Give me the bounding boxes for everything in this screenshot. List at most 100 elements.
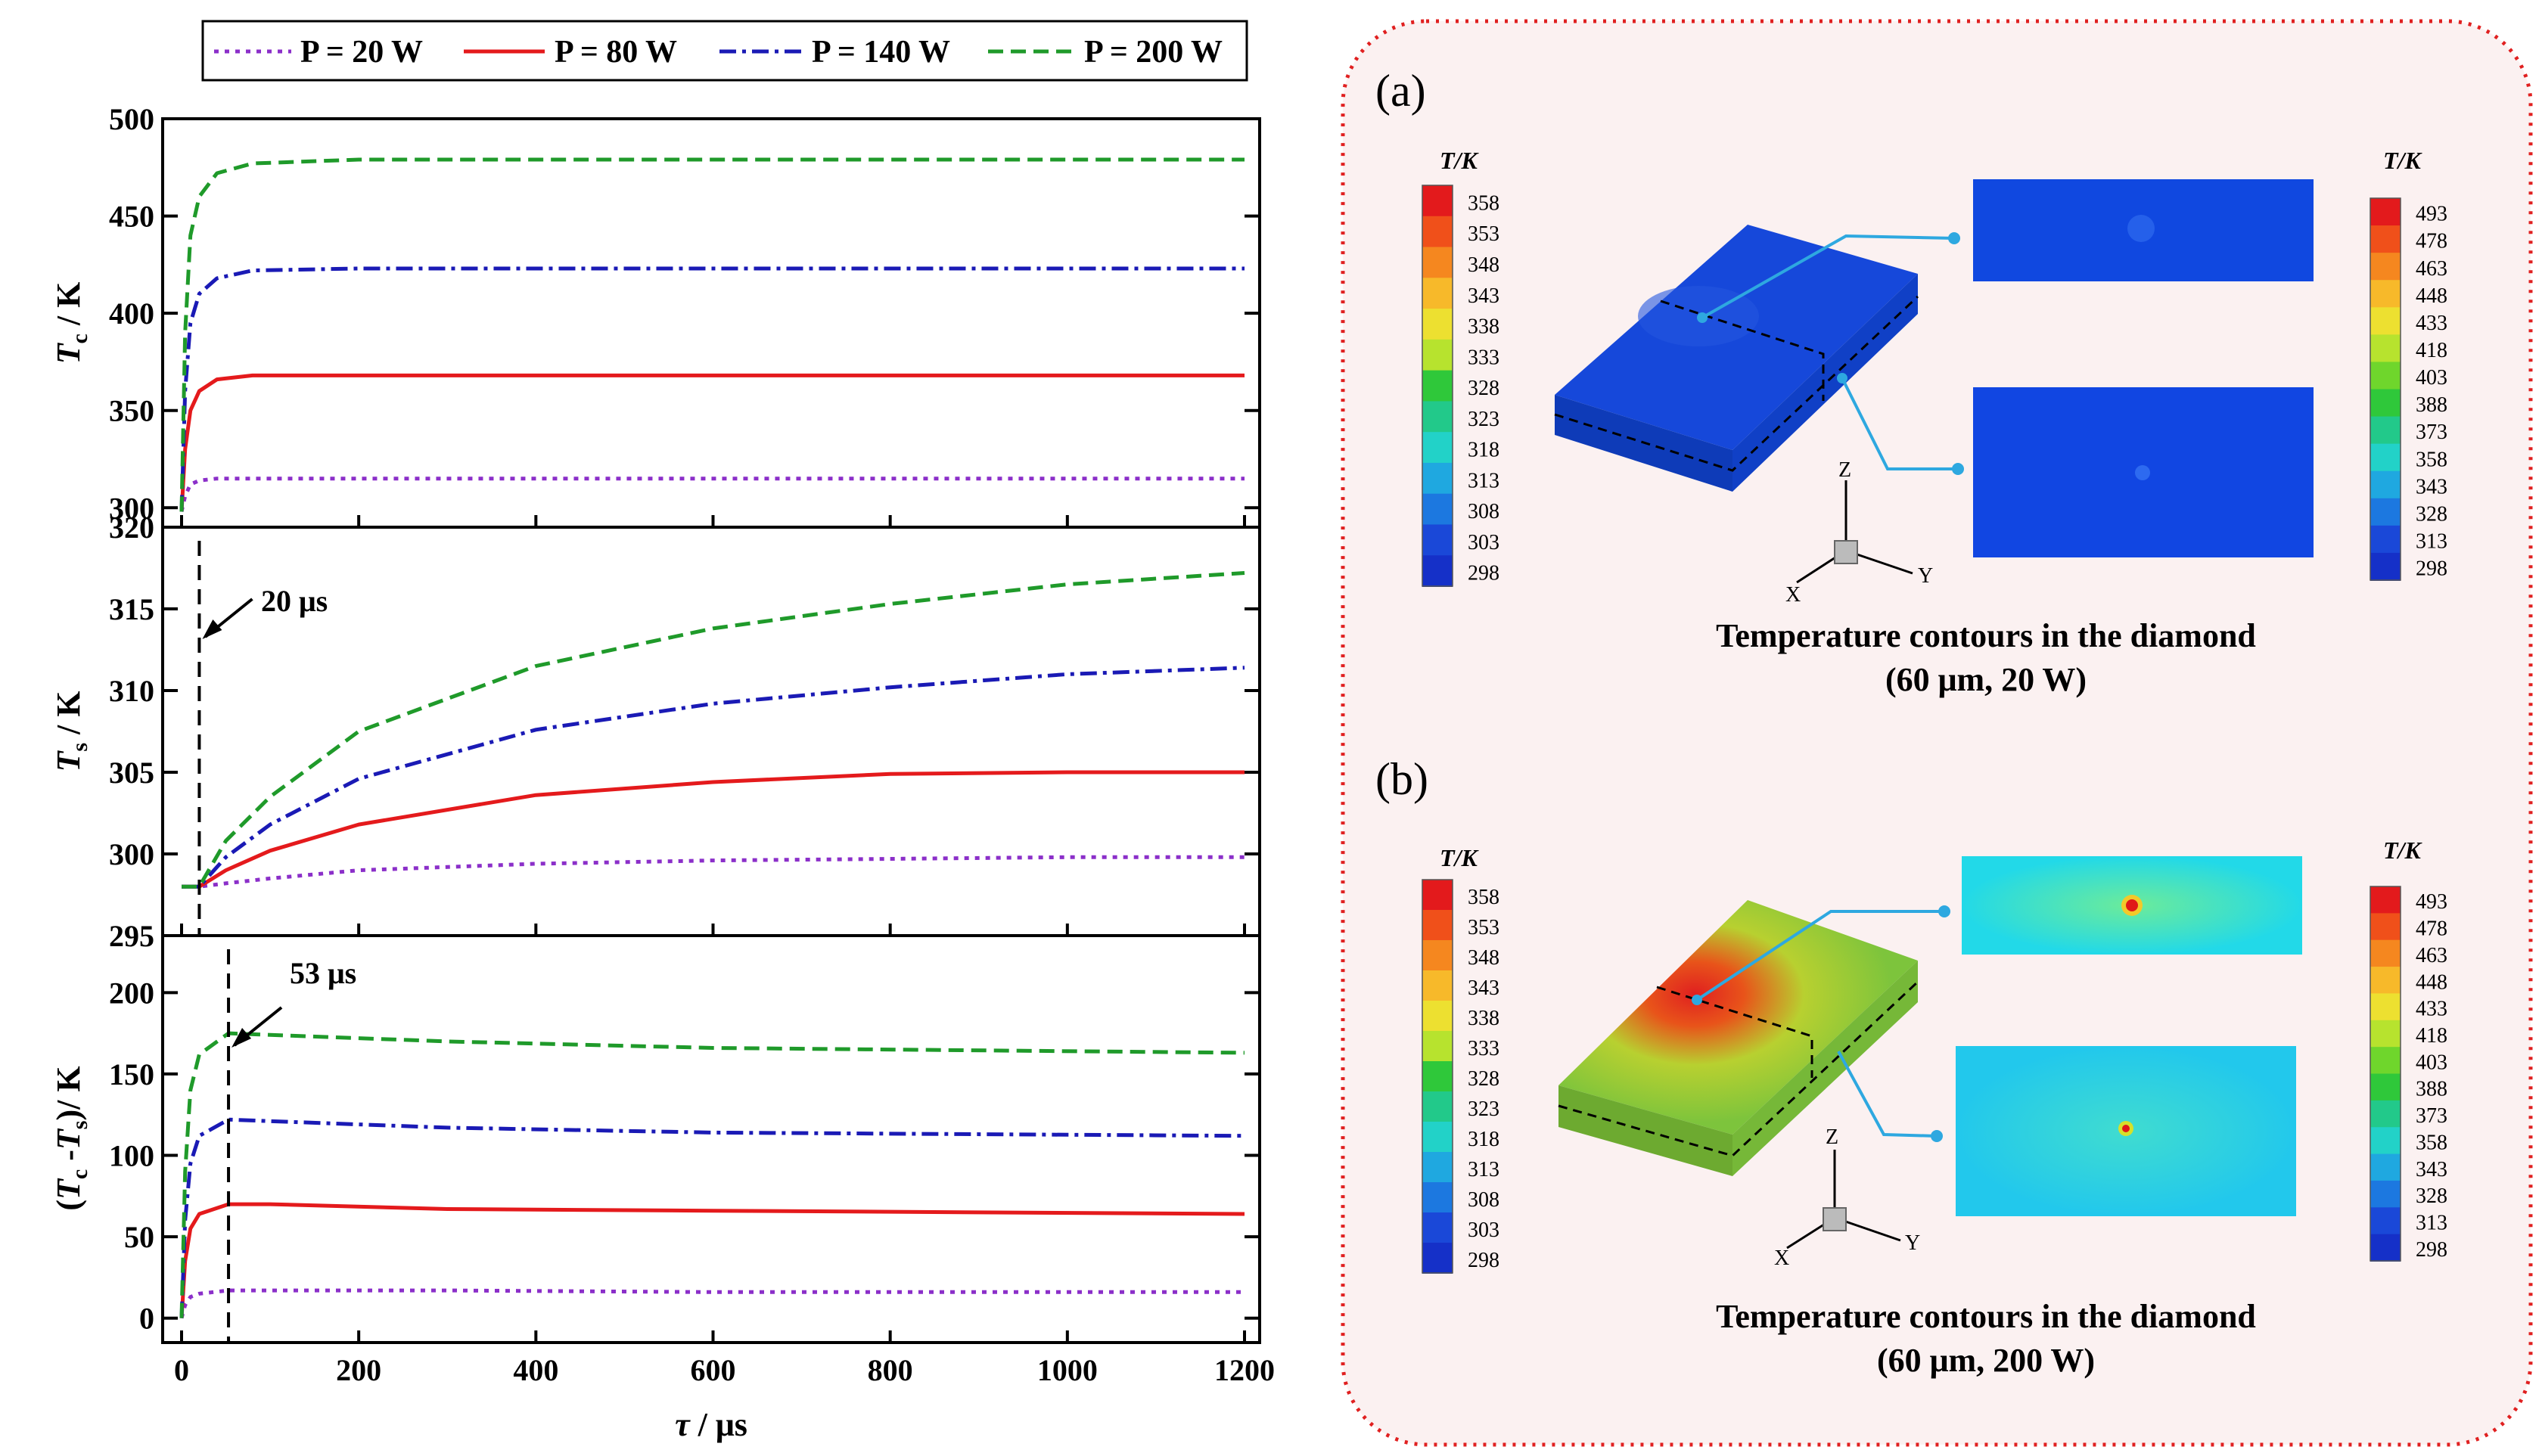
colorbar-swatch xyxy=(2370,253,2401,281)
colorbar-swatch xyxy=(1422,493,1453,526)
xlabel: τ / μs xyxy=(675,1406,747,1443)
colorbar-label: 388 xyxy=(2416,1078,2447,1101)
leader-a-1-dot xyxy=(1948,232,1960,244)
block-a-side xyxy=(1732,274,1918,492)
colorbar-label: 358 xyxy=(2416,448,2447,471)
colorbar-swatch xyxy=(2370,993,2401,1021)
colorbar-label: 493 xyxy=(2416,203,2447,226)
colorbar-label: 318 xyxy=(1468,439,1499,462)
leader-b-1 xyxy=(1695,910,1944,1001)
colorbar-swatch xyxy=(1422,432,1453,464)
colorbar-label: 463 xyxy=(2416,944,2447,967)
colorbar-label: 403 xyxy=(2416,366,2447,390)
svg-text:Y: Y xyxy=(1918,564,1933,588)
y-tick-label: 300 xyxy=(109,491,154,525)
colorbar-label: 328 xyxy=(1468,377,1499,400)
series-line-Ts-1 xyxy=(182,770,1245,889)
colorbar-swatch xyxy=(2370,1073,2401,1101)
colorbar-label: 343 xyxy=(1468,284,1499,308)
panel-b-label: (b) xyxy=(1375,754,1428,804)
colorbar-swatch xyxy=(2370,498,2401,526)
colorbar-swatch xyxy=(1422,1031,1453,1062)
colorbar-swatch xyxy=(1422,278,1453,310)
svg-text:Z: Z xyxy=(1838,458,1851,482)
leader-a-1 xyxy=(1701,234,1955,319)
colorbar-label: 343 xyxy=(2416,1158,2447,1181)
section-a-top-spot xyxy=(2127,215,2155,242)
leader-a-2 xyxy=(1841,377,1958,470)
colorbar-label: 333 xyxy=(1468,1037,1499,1060)
section-b-bottom-spot xyxy=(2122,1125,2130,1132)
colorbar-swatch xyxy=(2370,913,2401,941)
scale-b-right-title: T/K xyxy=(2383,837,2422,864)
colorbar-swatch xyxy=(2370,525,2401,554)
colorbar-label: 358 xyxy=(2416,1131,2447,1154)
colorbar-label: 418 xyxy=(2416,339,2447,362)
y-tick-label: 200 xyxy=(109,976,154,1010)
colorbar-label: 338 xyxy=(1468,1007,1499,1030)
colorbar-swatch xyxy=(2370,967,2401,995)
contour-panel-a: (a) T/K 358 353 348 343 338 333 328 323 318 313 30… xyxy=(1375,66,2447,698)
colorbar-swatch xyxy=(1422,185,1453,217)
colorbar-swatch xyxy=(1422,401,1453,433)
colorbar-label: 388 xyxy=(2416,393,2447,417)
colorbar-swatch xyxy=(2370,198,2401,227)
colorbar-label: 433 xyxy=(2416,998,2447,1021)
colorbar-swatch xyxy=(2370,1180,2401,1209)
svg-text:Z: Z xyxy=(1826,1125,1838,1149)
caption-a-line1: Temperature contours in the diamond xyxy=(1716,617,2256,654)
colorbar-label: 348 xyxy=(1468,946,1499,970)
y-tick-label: 50 xyxy=(124,1220,154,1254)
colorbar-label: 338 xyxy=(1468,315,1499,339)
y-tick-label: 100 xyxy=(109,1139,154,1173)
colorbar-label: 323 xyxy=(1468,408,1499,431)
colorbar-label: 333 xyxy=(1468,346,1499,369)
y-tick-label: 150 xyxy=(109,1057,154,1091)
annotation-arrowhead xyxy=(202,619,222,639)
series-line-Tc-3 xyxy=(179,157,1245,512)
x-tick-label: 0 xyxy=(174,1353,189,1387)
colorbar-swatch xyxy=(1422,1001,1453,1032)
legend-label-80w: P = 80 W xyxy=(555,35,677,70)
x-tick-label: 600 xyxy=(691,1353,736,1387)
block-b-cut-x xyxy=(1656,986,1813,1078)
colorbar-swatch xyxy=(1422,1152,1453,1183)
caption-b-line2: (60 μm, 200 W) xyxy=(1877,1342,2095,1379)
colorbar-swatch xyxy=(2370,939,2401,968)
colorbar-swatch xyxy=(2370,1100,2401,1128)
colorbar-swatch xyxy=(1422,910,1453,941)
block-b-front xyxy=(1558,1085,1732,1176)
annotations: 20 μs 53 μs xyxy=(197,541,356,1343)
colorbar-b-right: 493 478 463 448 433 418 403 388 373 358 343 328 313 2… xyxy=(2370,886,2447,1262)
contour-panel-frame xyxy=(1341,19,2533,1447)
colorbar-swatch xyxy=(2370,389,2401,418)
legend-label-200w: P = 200 W xyxy=(1084,35,1223,70)
legend: P = 20 W P = 80 W P = 140 W P = 200 W xyxy=(201,20,1248,82)
colorbar-swatch xyxy=(2370,225,2401,254)
y-tick-label: 295 xyxy=(109,919,154,953)
colorbar-swatch xyxy=(2370,1234,2401,1262)
colorbar-swatch xyxy=(2370,1153,2401,1181)
series-line-dT-2 xyxy=(179,1117,1245,1318)
colorbar-label: 313 xyxy=(1468,1158,1499,1181)
colorbar-label: 298 xyxy=(2416,1238,2447,1262)
colorbar-swatch xyxy=(1422,1212,1453,1243)
colorbar-label: 358 xyxy=(1468,886,1499,909)
scale-b-left-title: T/K xyxy=(1440,844,1479,871)
y-tick-label: 300 xyxy=(109,837,154,871)
series-line-Ts-0 xyxy=(182,855,1245,889)
ylabel-dt: (Tc -Ts)/ K xyxy=(50,1066,92,1210)
colorbar-swatch xyxy=(1422,247,1453,279)
block-a-cut-y xyxy=(1554,295,1919,472)
colorbar-label: 298 xyxy=(1468,562,1499,585)
legend-label-140w: P = 140 W xyxy=(812,35,950,70)
colorbar-label: 298 xyxy=(2416,557,2447,581)
colorbar-swatch xyxy=(2370,1047,2401,1075)
series-line-Ts-3 xyxy=(182,571,1245,889)
colorbar-label: 448 xyxy=(2416,970,2447,994)
colorbar-swatch xyxy=(2370,886,2401,914)
leader-b-2-dot xyxy=(1931,1130,1943,1142)
block-a-point-2 xyxy=(1837,373,1847,383)
series-line-dT-1 xyxy=(179,1202,1245,1318)
